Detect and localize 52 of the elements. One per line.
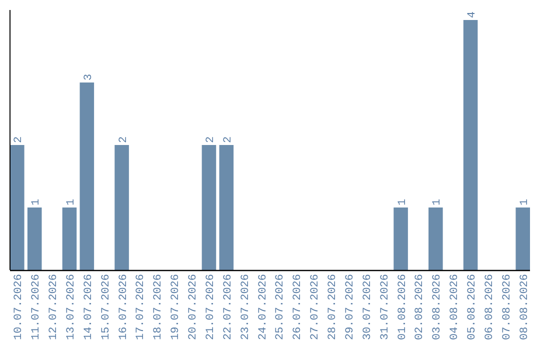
data-label: 2: [204, 136, 217, 143]
x-tick-label: 27.07.2026: [310, 274, 322, 340]
x-tick-label: 11.07.2026: [30, 274, 43, 340]
data-label: 1: [65, 198, 78, 206]
x-tick-label: 07.08.2026: [501, 274, 514, 340]
x-tick-label: 13.07.2026: [65, 274, 78, 340]
x-tick-label: 06.08.2026: [484, 274, 496, 340]
bar: [62, 208, 77, 270]
bar: [114, 145, 129, 270]
x-tick-label: 03.08.2026: [432, 274, 444, 340]
x-tick-label: 23.07.2026: [240, 274, 252, 340]
x-tick-label: 22.07.2026: [222, 274, 234, 340]
x-tick-label: 01.08.2026: [396, 274, 409, 340]
x-tick-label: 04.08.2026: [449, 274, 462, 340]
x-tick-label: 18.07.2026: [152, 274, 165, 340]
bar: [463, 20, 478, 270]
bar: [80, 82, 94, 270]
x-tick-label: 29.07.2026: [344, 274, 356, 340]
bar: [516, 208, 530, 270]
bar: [394, 208, 408, 270]
data-label: 4: [466, 11, 479, 18]
x-tick-label: 08.08.2026: [518, 274, 531, 340]
bar: [219, 145, 234, 270]
data-label: 1: [432, 198, 444, 206]
x-tick-label: 21.07.2026: [204, 274, 217, 340]
x-tick-label: 24.07.2026: [257, 274, 270, 340]
x-tick-label: 25.07.2026: [274, 274, 287, 340]
bar: [27, 208, 42, 270]
data-label: 2: [13, 136, 26, 143]
bar: [202, 145, 216, 270]
data-label: 1: [30, 198, 43, 206]
data-label: 3: [82, 74, 95, 80]
x-tick-label: 02.08.2026: [414, 274, 426, 340]
data-label: 1: [518, 198, 531, 206]
bar: [428, 208, 443, 270]
x-tick-label: 30.07.2026: [362, 274, 374, 340]
data-label: 2: [222, 136, 234, 143]
bar: [10, 145, 24, 270]
x-tick-label: 26.07.2026: [292, 274, 304, 340]
data-label: 2: [118, 136, 130, 143]
x-tick-label: 17.07.2026: [135, 274, 148, 340]
x-tick-label: 28.07.2026: [327, 274, 340, 340]
x-tick-label: 14.07.2026: [82, 274, 95, 340]
x-tick-label: 20.07.2026: [188, 274, 200, 340]
x-tick-label: 12.07.2026: [48, 274, 60, 340]
x-tick-label: 10.07.2026: [13, 274, 26, 340]
x-tick-label: 31.07.2026: [379, 274, 392, 340]
x-tick-label: 16.07.2026: [118, 274, 130, 340]
data-label: 1: [396, 198, 409, 206]
x-tick-label: 05.08.2026: [466, 274, 479, 340]
x-tick-label: 19.07.2026: [170, 274, 182, 340]
x-tick-label: 15.07.2026: [100, 274, 112, 340]
